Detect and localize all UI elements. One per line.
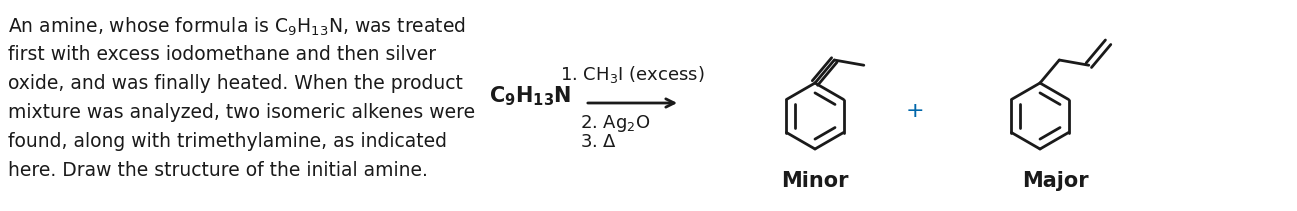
Text: 3. $\Delta$: 3. $\Delta$ bbox=[580, 133, 617, 151]
Text: first with excess iodomethane and then silver: first with excess iodomethane and then s… bbox=[8, 45, 436, 64]
Text: Minor: Minor bbox=[781, 171, 848, 191]
Text: mixture was analyzed, two isomeric alkenes were: mixture was analyzed, two isomeric alken… bbox=[8, 103, 475, 122]
Text: +: + bbox=[905, 101, 925, 121]
Text: here. Draw the structure of the initial amine.: here. Draw the structure of the initial … bbox=[8, 161, 428, 180]
Text: found, along with trimethylamine, as indicated: found, along with trimethylamine, as ind… bbox=[8, 132, 447, 151]
Text: oxide, and was finally heated. When the product: oxide, and was finally heated. When the … bbox=[8, 74, 463, 93]
Text: Major: Major bbox=[1022, 171, 1088, 191]
Text: $\mathregular{C_9H_{13}N}$: $\mathregular{C_9H_{13}N}$ bbox=[489, 84, 571, 108]
Text: 1. CH$_3$I (excess): 1. CH$_3$I (excess) bbox=[560, 64, 704, 85]
Text: An amine, whose formula is $\mathregular{C_9H_{13}N}$, was treated: An amine, whose formula is $\mathregular… bbox=[8, 16, 466, 38]
Text: 2. Ag$_2$O: 2. Ag$_2$O bbox=[580, 113, 651, 134]
